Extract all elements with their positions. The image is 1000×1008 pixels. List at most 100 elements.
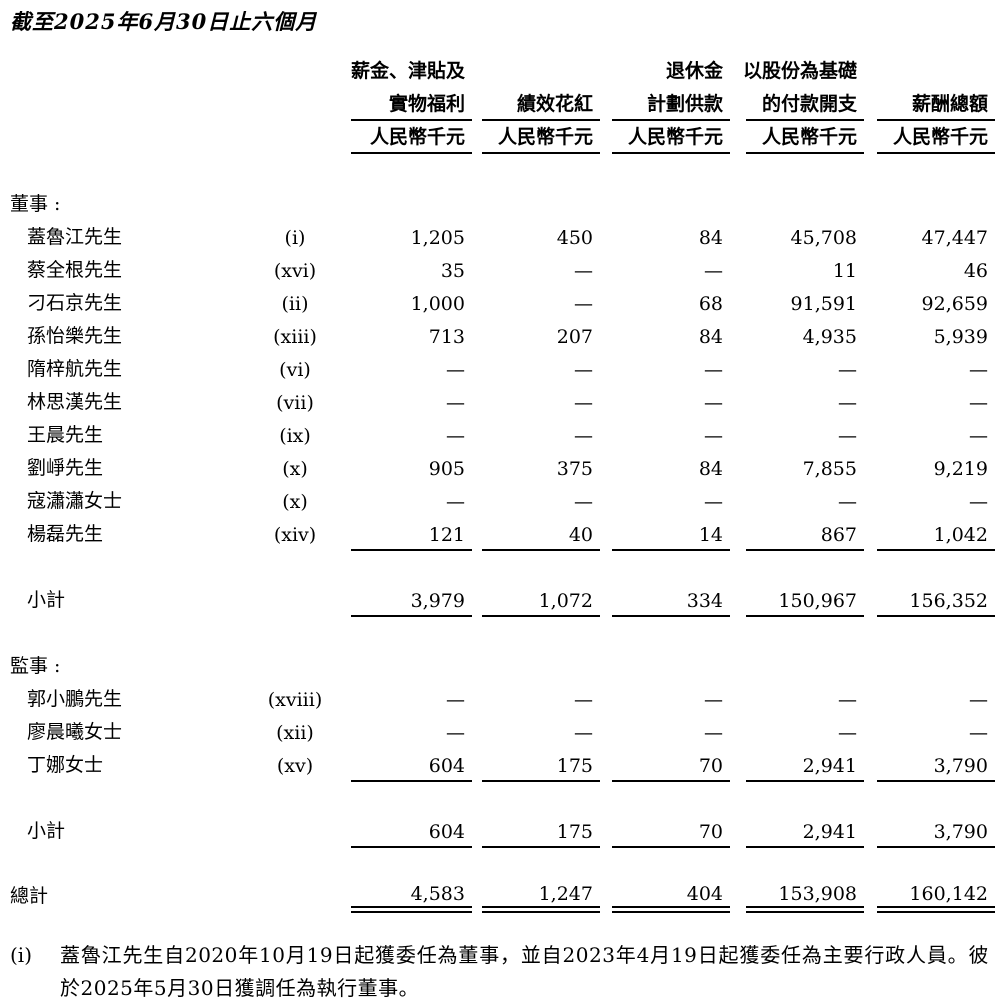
value-cell: 156,352 — [877, 584, 995, 617]
unit-label: 人民幣千元 — [746, 121, 864, 154]
table-row: 楊磊先生 (xiv) 121 40 14 867 1,042 — [10, 518, 995, 551]
value-cell: — — [574, 293, 593, 315]
value-cell: 153,908 — [746, 880, 864, 913]
value-cell: — — [838, 392, 857, 414]
table-row: 郭小鵬先生 (xviii) — — — — — — [10, 683, 995, 716]
value-cell: 150,967 — [746, 584, 864, 617]
note-ref: (i) — [284, 227, 306, 249]
value-cell: 11 — [832, 260, 857, 282]
note-ref: (xiv) — [273, 524, 317, 546]
value-cell: 70 — [612, 815, 730, 848]
value-cell: — — [574, 359, 593, 381]
value-cell: — — [969, 689, 988, 711]
column-header-row-1: 薪金、津貼及 退休金 以股份為基礎 — [10, 55, 995, 88]
value-cell: 1,205 — [410, 227, 465, 249]
table-row: 王晨先生 (ix) — — — — — — [10, 419, 995, 452]
total-label: 總計 — [10, 885, 49, 907]
value-cell: 905 — [428, 458, 465, 480]
section-heading: 監事 : — [10, 655, 61, 677]
table-row: 丁娜女士 (xv) 604 175 70 2,941 3,790 — [10, 749, 995, 782]
column-header — [482, 55, 600, 88]
person-name: 林思漢先生 — [27, 391, 123, 413]
subtotal-label: 小計 — [27, 820, 66, 842]
unit-label: 人民幣千元 — [612, 121, 730, 154]
value-cell: 207 — [556, 326, 593, 348]
value-cell: — — [574, 392, 593, 414]
column-header: 薪酬總額 — [877, 88, 995, 121]
value-cell: — — [446, 359, 465, 381]
unit-label: 人民幣千元 — [482, 121, 600, 154]
value-cell: — — [704, 425, 723, 447]
value-cell: 45,708 — [790, 227, 857, 249]
table-row: 蔡全根先生 (xvi) 35 — — 11 46 — [10, 254, 995, 287]
column-header: 退休金 — [665, 60, 723, 82]
value-cell: 84 — [698, 326, 723, 348]
person-name: 刁石京先生 — [27, 292, 123, 314]
note-ref: (xv) — [276, 755, 314, 777]
value-cell: — — [838, 689, 857, 711]
value-cell: — — [446, 689, 465, 711]
value-cell: 175 — [482, 815, 600, 848]
value-cell: — — [704, 359, 723, 381]
subtotal-label: 小計 — [27, 589, 66, 611]
value-cell: 450 — [556, 227, 593, 249]
value-cell: 334 — [612, 584, 730, 617]
value-cell: 604 — [351, 815, 472, 848]
value-cell: — — [838, 722, 857, 744]
note-ref: (ix) — [279, 425, 311, 447]
note-ref: (xvi) — [273, 260, 317, 282]
value-cell: 70 — [612, 749, 730, 782]
value-cell: — — [704, 689, 723, 711]
person-name: 劉崢先生 — [27, 457, 104, 479]
value-cell: 35 — [440, 260, 465, 282]
value-cell: 4,935 — [802, 326, 857, 348]
footnote: (i) 蓋魯江先生自2020年10月19日起獲委任為董事，並自2023年4月19… — [10, 939, 995, 1005]
value-cell: 9,219 — [933, 458, 988, 480]
person-name: 丁娜女士 — [27, 754, 104, 776]
column-header: 實物福利 — [351, 88, 472, 121]
value-cell: — — [574, 722, 593, 744]
value-cell: — — [838, 359, 857, 381]
table-row: 林思漢先生 (vii) — — — — — — [10, 386, 995, 419]
value-cell: — — [704, 722, 723, 744]
column-header: 計劃供款 — [612, 88, 730, 121]
value-cell: 68 — [698, 293, 723, 315]
value-cell: 713 — [428, 326, 465, 348]
value-cell: 1,000 — [410, 293, 465, 315]
value-cell: 604 — [351, 749, 472, 782]
value-cell: 2,941 — [746, 749, 864, 782]
value-cell: 3,790 — [877, 815, 995, 848]
unit-label: 人民幣千元 — [877, 121, 995, 154]
person-name: 王晨先生 — [27, 424, 104, 446]
value-cell: — — [704, 392, 723, 414]
value-cell: — — [574, 491, 593, 513]
value-cell: 3,790 — [877, 749, 995, 782]
column-header: 薪金、津貼及 — [350, 60, 465, 82]
note-ref: (vii) — [276, 392, 314, 414]
value-cell: 92,659 — [921, 293, 988, 315]
value-cell: 46 — [963, 260, 988, 282]
value-cell: — — [574, 260, 593, 282]
table-row: 劉崢先生 (x) 905 375 84 7,855 9,219 — [10, 452, 995, 485]
table-row: 蓋魯江先生 (i) 1,205 450 84 45,708 47,447 — [10, 221, 995, 254]
person-name: 隋梓航先生 — [27, 358, 123, 380]
column-header: 績效花紅 — [482, 88, 600, 121]
table-row: 隋梓航先生 (vi) — — — — — — [10, 353, 995, 386]
section-heading-supervisors: 監事 : — [10, 650, 995, 683]
column-header — [877, 55, 995, 88]
value-cell: 375 — [556, 458, 593, 480]
value-cell: 5,939 — [933, 326, 988, 348]
value-cell: 121 — [351, 518, 472, 551]
person-name: 寇瀟瀟女士 — [27, 490, 123, 512]
value-cell: 3,979 — [351, 584, 472, 617]
table-row: 廖晨曦女士 (xii) — — — — — — [10, 716, 995, 749]
footnote-marker: (i) — [10, 943, 33, 967]
person-name: 蔡全根先生 — [27, 259, 123, 281]
note-ref: (ii) — [281, 293, 309, 315]
subtotal-row: 小計 3,979 1,072 334 150,967 156,352 — [10, 584, 995, 617]
value-cell: 14 — [612, 518, 730, 551]
person-name: 楊磊先生 — [27, 523, 104, 545]
person-name: 廖晨曦女士 — [27, 721, 123, 743]
column-header-row-2: 實物福利 績效花紅 計劃供款 的付款開支 薪酬總額 — [10, 88, 995, 121]
